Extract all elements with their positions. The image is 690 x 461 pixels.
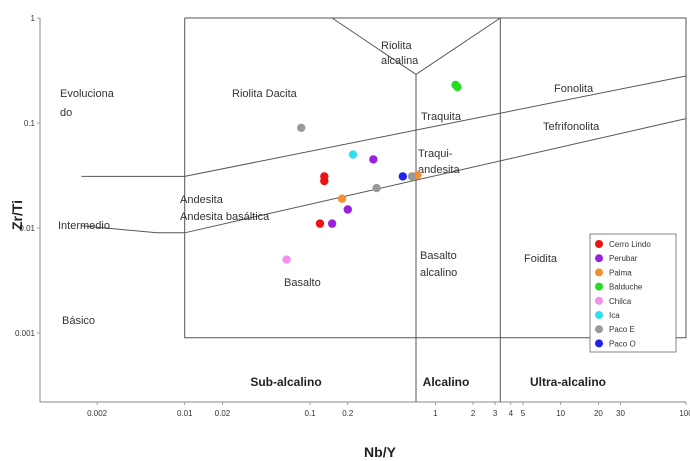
field-label-riolita-alcalina-line1: Riolita xyxy=(381,40,412,52)
tick-labels: 0.002 0.01 0.02 0.1 0.2 1 2 3 45 10 20 30 100 0.001 0.… xyxy=(15,14,690,418)
y-tick-label: 0.001 xyxy=(15,329,36,338)
data-point xyxy=(453,82,462,92)
rock-type-label-intermedio: Intermedio xyxy=(58,220,110,232)
legend-marker xyxy=(595,282,603,291)
field-label-basalto-alcalino-line2: alcalino xyxy=(420,267,457,279)
field-label-andesita: Andesita xyxy=(180,194,224,206)
field-label-traquita: Traquita xyxy=(421,111,462,123)
footer-label-ultraalcalino: Ultra-alcalino xyxy=(530,375,606,389)
data-point xyxy=(327,219,337,228)
field-labels: Riolita Dacita Riolita alcalina Fonolita… xyxy=(9,40,606,460)
field-label-tefrifonolita: Tefrifonolita xyxy=(543,121,600,133)
x-tick-label: 1 xyxy=(433,409,438,418)
x-tick-label: 3 xyxy=(493,409,498,418)
data-point xyxy=(398,172,408,181)
field-label-fonolita: Fonolita xyxy=(554,83,594,95)
field-label-traquiandesita-line2: andesita xyxy=(418,164,460,176)
legend-marker xyxy=(595,296,603,305)
field-label-traquiandesita-line1: Traqui- xyxy=(418,148,453,160)
field-label-riolita-alcalina-line2: alcalina xyxy=(381,55,419,67)
legend-label: Chilca xyxy=(609,297,632,306)
x-tick-label: 0.2 xyxy=(342,409,354,418)
x-axis-title: Nb/Y xyxy=(364,444,397,460)
data-point xyxy=(369,155,378,164)
classification-fields xyxy=(81,17,687,402)
data-points xyxy=(282,80,462,264)
legend-marker xyxy=(595,311,603,319)
data-point xyxy=(348,150,358,159)
data-point xyxy=(297,123,306,132)
x-tick-label: 0.01 xyxy=(177,409,193,418)
intermedio-basico-boundary xyxy=(81,118,687,234)
data-point xyxy=(372,183,381,193)
x-tick-label: 0.02 xyxy=(215,409,231,418)
field-outer-box xyxy=(184,17,687,339)
field-label-andesita-basaltica: Andesita basáltica xyxy=(180,211,270,223)
footer-label-subalcalino: Sub-alcalino xyxy=(250,375,321,389)
legend-label: Balduche xyxy=(609,283,643,292)
legend-label: Paco O xyxy=(609,339,636,348)
legend: Cerro Lindo Perubar Palma Balduche Chilca Ica… xyxy=(589,233,677,353)
x-tick-label: 10 xyxy=(556,409,565,418)
field-label-foidita: Foidita xyxy=(524,253,558,265)
legend-marker xyxy=(595,254,603,263)
legend-marker xyxy=(595,268,603,277)
legend-marker xyxy=(595,240,603,248)
data-point xyxy=(282,255,291,264)
legend-box xyxy=(589,233,677,353)
data-point xyxy=(343,205,352,214)
x-tick-label: 0.002 xyxy=(87,409,108,418)
field-label-basalto-alcalino-line1: Basalto xyxy=(420,250,457,262)
y-axis-title: Zr/Ti xyxy=(9,200,25,230)
x-tick-label: 30 xyxy=(616,409,625,418)
evolucionado-intermedio-boundary xyxy=(81,75,687,177)
x-tick-label: 5 xyxy=(521,409,526,418)
x-tick-label: 20 xyxy=(594,409,603,418)
legend-label: Cerro Lindo xyxy=(609,240,651,249)
legend-label: Palma xyxy=(609,268,632,277)
x-tick-label: 100 xyxy=(679,409,690,418)
data-point xyxy=(315,219,325,228)
y-tick-label: 1 xyxy=(31,14,36,23)
field-label-riolita-dacita: Riolita Dacita xyxy=(232,88,298,100)
legend-marker xyxy=(595,339,603,348)
legend-label: Perubar xyxy=(609,254,638,263)
legend-label: Ica xyxy=(609,311,620,320)
data-point xyxy=(407,172,417,181)
y-tick-label: 0.1 xyxy=(24,119,36,128)
legend-label: Paco E xyxy=(609,325,635,334)
rock-type-label-basico: Básico xyxy=(62,315,95,327)
rock-type-label-evolucionado-line2: do xyxy=(60,107,72,119)
x-tick-label: 4 xyxy=(509,409,514,418)
x-tick-label: 2 xyxy=(471,409,476,418)
rock-type-label-evolucionado-line1: Evoluciona xyxy=(60,88,115,100)
legend-marker xyxy=(595,325,603,334)
axes xyxy=(39,18,686,403)
x-tick-label: 0.1 xyxy=(304,409,316,418)
field-label-basalto: Basalto xyxy=(284,277,321,289)
data-point xyxy=(320,176,329,186)
data-point xyxy=(337,194,347,203)
y-tick-label: 0.01 xyxy=(19,224,35,233)
footer-label-alcalino: Alcalino xyxy=(423,375,470,389)
